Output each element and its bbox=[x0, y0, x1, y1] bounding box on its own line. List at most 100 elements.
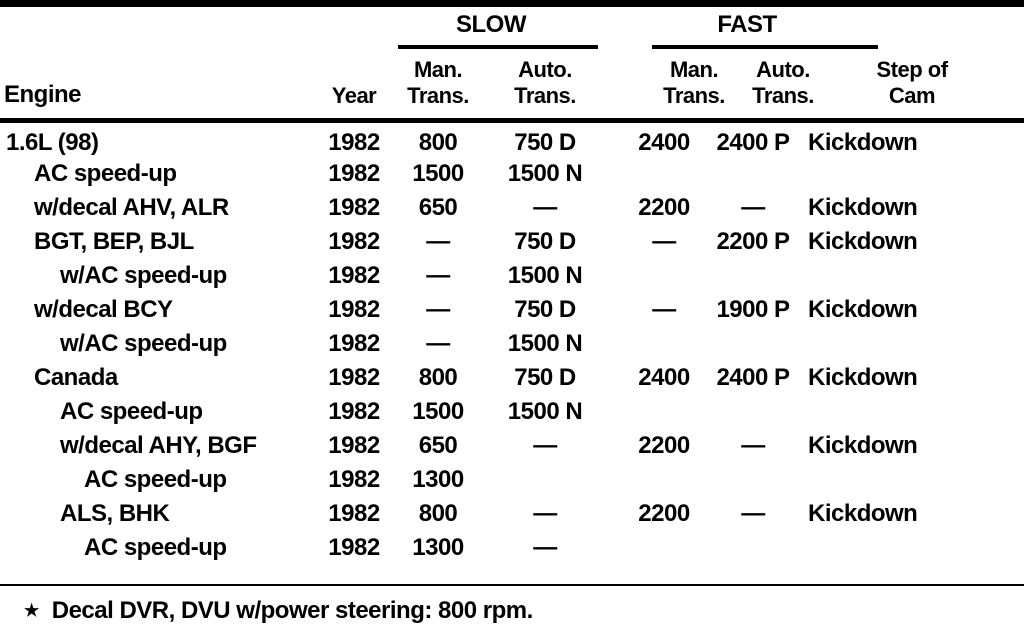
step-of-cam-cell bbox=[800, 463, 1024, 497]
fast-auto-trans-cell: 2400 P bbox=[716, 128, 790, 156]
slow-man-trans-cell: 1500 bbox=[412, 159, 464, 187]
fast-group-label: FAST bbox=[717, 11, 777, 38]
fast-man-trans-cell: — bbox=[652, 295, 676, 323]
fast-auto-trans-cell: — bbox=[741, 193, 765, 221]
slow-man-trans-cell: 1300 bbox=[412, 465, 464, 493]
table-row: AC speed-up 1982 1300 bbox=[0, 463, 1024, 497]
slow-man-trans-cell: — bbox=[426, 329, 450, 357]
engine-cell: AC speed-up bbox=[60, 397, 203, 425]
fast-auto-trans-cell bbox=[706, 463, 800, 497]
engine-cell: AC speed-up bbox=[84, 533, 227, 561]
engine-cell: w/AC speed-up bbox=[60, 329, 227, 357]
fast-auto-trans-cell: — bbox=[741, 499, 765, 527]
fast-auto-trans-cell bbox=[706, 157, 800, 191]
fast-group-underline bbox=[652, 45, 878, 49]
table-row: AC speed-up 1982 1500 1500 N bbox=[0, 395, 1024, 429]
year-cell: 1982 bbox=[328, 465, 380, 493]
gap-cell bbox=[598, 429, 622, 463]
column-header-slow-auto-trans: Auto. Trans. bbox=[492, 57, 598, 123]
slow-auto-trans-cell: 750 D bbox=[514, 227, 576, 255]
engine-cell: w/decal AHY, BGF bbox=[60, 431, 257, 459]
engine-cell: Canada bbox=[34, 363, 118, 391]
column-header-fast-man-trans: Man. Trans. bbox=[622, 57, 725, 123]
fast-man-trans-cell: — bbox=[652, 227, 676, 255]
slow-man-trans-cell: 650 bbox=[418, 193, 458, 221]
table-row: w/decal AHY, BGF 1982 650 — 2200 — Kickd… bbox=[0, 429, 1024, 463]
column-header-row: Engine Year Man. Trans. Auto. Trans. Man… bbox=[0, 57, 1024, 123]
table-row: BGT, BEP, BJL 1982 — 750 D — 2200 P Kick… bbox=[0, 225, 1024, 259]
step-of-cam-cell: Kickdown bbox=[808, 295, 918, 323]
slow-man-trans-cell: 1500 bbox=[412, 397, 464, 425]
step-of-cam-cell: Kickdown bbox=[808, 128, 918, 156]
fast-auto-trans-cell bbox=[706, 327, 800, 361]
fast-man-trans-cell: 2400 bbox=[638, 363, 690, 391]
gap-cell bbox=[598, 361, 622, 395]
group-header-row: SLOW FAST bbox=[0, 7, 1024, 57]
year-cell: 1982 bbox=[328, 431, 380, 459]
group-spacer-engine bbox=[0, 7, 324, 57]
step-of-cam-cell: Kickdown bbox=[808, 363, 918, 391]
slow-man-trans-cell: 650 bbox=[418, 431, 458, 459]
slow-man-trans-cell: — bbox=[426, 295, 450, 323]
gap-cell bbox=[598, 531, 622, 565]
engine-cell: w/AC speed-up bbox=[60, 261, 227, 289]
group-header-slow: SLOW bbox=[384, 7, 598, 57]
year-cell: 1982 bbox=[328, 128, 380, 156]
slow-auto-trans-cell: 1500 N bbox=[507, 261, 583, 289]
fast-man-trans-cell: 2400 bbox=[638, 128, 690, 156]
year-cell: 1982 bbox=[328, 295, 380, 323]
column-header-gap bbox=[598, 57, 622, 123]
slow-man-trans-cell: 1300 bbox=[412, 533, 464, 561]
fast-auto-trans-cell: 2200 P bbox=[716, 227, 790, 255]
slow-man-trans-cell: — bbox=[426, 261, 450, 289]
slow-auto-trans-cell: 1500 N bbox=[507, 329, 583, 357]
step-of-cam-cell: Kickdown bbox=[808, 499, 918, 527]
footnote-text: Decal DVR, DVU w/power steering: 800 rpm… bbox=[51, 596, 533, 624]
table-header: SLOW FAST Engine Year Man. Trans. A bbox=[0, 7, 1024, 123]
gap-cell bbox=[598, 293, 622, 327]
group-header-fast: FAST bbox=[622, 7, 878, 57]
slow-auto-trans-cell: — bbox=[533, 533, 557, 561]
year-cell: 1982 bbox=[328, 533, 380, 561]
slow-man-trans-cell: — bbox=[426, 227, 450, 255]
table-row: w/decal BCY 1982 — 750 D — 1900 P Kickdo… bbox=[0, 293, 1024, 327]
fast-man-trans-cell bbox=[622, 157, 706, 191]
column-header-engine: Engine bbox=[0, 57, 324, 123]
fast-auto-trans-cell: 2400 P bbox=[716, 363, 790, 391]
fast-auto-trans-cell: 1900 P bbox=[716, 295, 790, 323]
gap-cell bbox=[598, 395, 622, 429]
engine-cell: BGT, BEP, BJL bbox=[34, 227, 194, 255]
column-header-year: Year bbox=[324, 57, 384, 123]
table-row: 1.6L (98) 1982 800 750 D 2400 2400 P Kic… bbox=[0, 120, 1024, 157]
table-row: AC speed-up 1982 1500 1500 N bbox=[0, 157, 1024, 191]
engine-cell: w/decal AHV, ALR bbox=[34, 193, 229, 221]
gap-cell bbox=[598, 225, 622, 259]
step-of-cam-cell bbox=[800, 395, 1024, 429]
engine-cell: AC speed-up bbox=[84, 465, 227, 493]
footnote: ★ Decal DVR, DVU w/power steering: 800 rp… bbox=[0, 586, 1024, 625]
fast-auto-trans-cell bbox=[706, 259, 800, 293]
slow-auto-trans-cell: 1500 N bbox=[507, 159, 583, 187]
engine-cell: ALS, BHK bbox=[60, 499, 170, 527]
step-of-cam-cell bbox=[800, 531, 1024, 565]
fast-man-trans-cell: 2200 bbox=[638, 193, 690, 221]
slow-group-underline bbox=[398, 45, 598, 49]
group-spacer-gap bbox=[598, 7, 622, 57]
slow-auto-trans-cell: 1500 N bbox=[507, 397, 583, 425]
slow-auto-trans-cell: — bbox=[533, 499, 557, 527]
group-spacer-year bbox=[324, 7, 384, 57]
year-cell: 1982 bbox=[328, 261, 380, 289]
year-cell: 1982 bbox=[328, 159, 380, 187]
fast-auto-trans-cell bbox=[706, 531, 800, 565]
slow-auto-trans-cell: 750 D bbox=[514, 128, 576, 156]
fast-man-trans-cell: 2200 bbox=[638, 499, 690, 527]
column-header-slow-man-trans: Man. Trans. bbox=[384, 57, 492, 123]
table-row: w/decal AHV, ALR 1982 650 — 2200 — Kickd… bbox=[0, 191, 1024, 225]
fast-man-trans-cell bbox=[622, 531, 706, 565]
step-of-cam-cell: Kickdown bbox=[808, 227, 918, 255]
table-row: w/AC speed-up 1982 — 1500 N bbox=[0, 259, 1024, 293]
engine-cell: w/decal BCY bbox=[34, 295, 173, 323]
step-of-cam-cell bbox=[800, 157, 1024, 191]
year-cell: 1982 bbox=[328, 363, 380, 391]
